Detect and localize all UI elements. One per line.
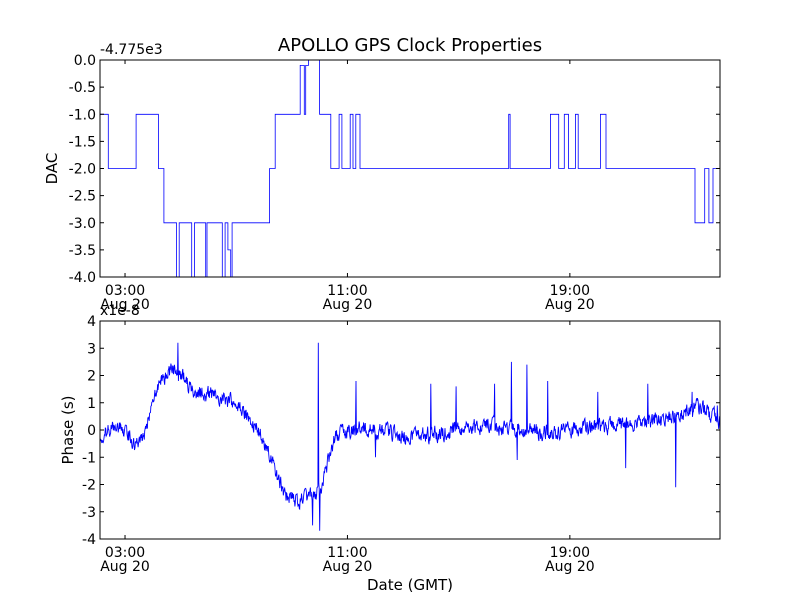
y-tick-label: -1.0 <box>69 107 96 123</box>
y-tick-label: 0.0 <box>74 53 96 69</box>
x-tick-label-time: 19:00 <box>550 545 590 561</box>
x-tick-label-date: Aug 20 <box>545 559 595 575</box>
phase-line <box>100 342 720 531</box>
y-tick-label: -1.5 <box>69 134 96 150</box>
dac-axes: 0.0 -0.5 -1.0 -1.5 -2.0 -2.5 -3.0 -3.5 -4.0 03:00… <box>43 42 721 313</box>
y-tick-label: -3.0 <box>69 216 96 232</box>
offset-label: -4.775e3 <box>100 42 163 58</box>
y-tick-label: -2.5 <box>69 189 96 205</box>
y-axis-label: Phase (s) <box>59 395 77 464</box>
x-axis-label: Date (GMT) <box>367 576 453 594</box>
y-axis-label: DAC <box>43 153 61 185</box>
dac-line <box>100 60 720 277</box>
dac-series <box>100 60 720 277</box>
y-tick-label: 3 <box>87 341 96 357</box>
y-tick-label: -2.0 <box>69 162 96 178</box>
y-tick-label: 2 <box>87 369 96 385</box>
y-tick-label: -3 <box>82 505 96 521</box>
y-tick-label: 4 <box>87 314 96 330</box>
x-tick-label-date: Aug 20 <box>545 297 595 313</box>
y-tick-label: -1 <box>82 450 96 466</box>
y-tick-label: 1 <box>87 396 96 412</box>
x-tick-label-date: Aug 20 <box>323 297 373 313</box>
x-tick-label-date: Aug 20 <box>100 559 150 575</box>
x-tick-label-time: 11:00 <box>327 283 367 299</box>
x-tick-label-time: 03:00 <box>105 545 145 561</box>
y-tick-label: 0 <box>87 423 96 439</box>
x-tick-label-date: Aug 20 <box>100 297 150 313</box>
x-tick-label-time: 19:00 <box>550 283 590 299</box>
phase-series <box>100 342 720 531</box>
y-tick-label: -0.5 <box>69 80 96 96</box>
x-tick-label-time: 03:00 <box>105 283 145 299</box>
offset-label: x1e-8 <box>100 303 140 319</box>
y-tick-label: -3.5 <box>69 243 96 259</box>
figure-title: APOLLO GPS Clock Properties <box>278 35 542 56</box>
y-tick-label: -4.0 <box>69 270 96 286</box>
x-tick-label-time: 11:00 <box>327 545 367 561</box>
x-tick-label-date: Aug 20 <box>323 559 373 575</box>
y-tick-label: -4 <box>82 532 96 548</box>
y-tick-label: -2 <box>82 478 96 494</box>
